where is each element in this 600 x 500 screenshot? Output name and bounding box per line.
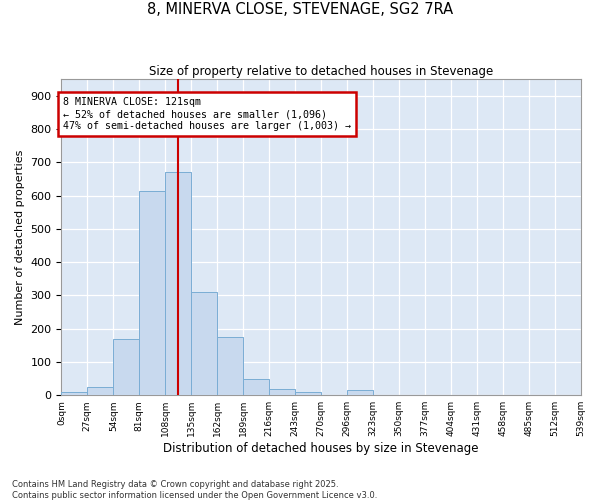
Text: 8 MINERVA CLOSE: 121sqm
← 52% of detached houses are smaller (1,096)
47% of semi: 8 MINERVA CLOSE: 121sqm ← 52% of detache… (64, 98, 352, 130)
Y-axis label: Number of detached properties: Number of detached properties (15, 150, 25, 325)
Bar (61, 392, 88, 395)
Bar (347, 390, 373, 395)
X-axis label: Distribution of detached houses by size in Stevenage: Distribution of detached houses by size … (163, 442, 479, 455)
Bar (88, 387, 113, 395)
Text: 8, MINERVA CLOSE, STEVENAGE, SG2 7RA: 8, MINERVA CLOSE, STEVENAGE, SG2 7RA (147, 2, 453, 18)
Bar (243, 378, 269, 395)
Bar (295, 392, 321, 395)
Bar (113, 338, 139, 395)
Bar (139, 190, 165, 395)
Text: Contains HM Land Registry data © Crown copyright and database right 2025.
Contai: Contains HM Land Registry data © Crown c… (12, 480, 377, 500)
Title: Size of property relative to detached houses in Stevenage: Size of property relative to detached ho… (149, 65, 493, 78)
Bar (269, 388, 295, 395)
Bar (165, 172, 191, 395)
Bar (191, 292, 217, 395)
Bar (217, 337, 243, 395)
